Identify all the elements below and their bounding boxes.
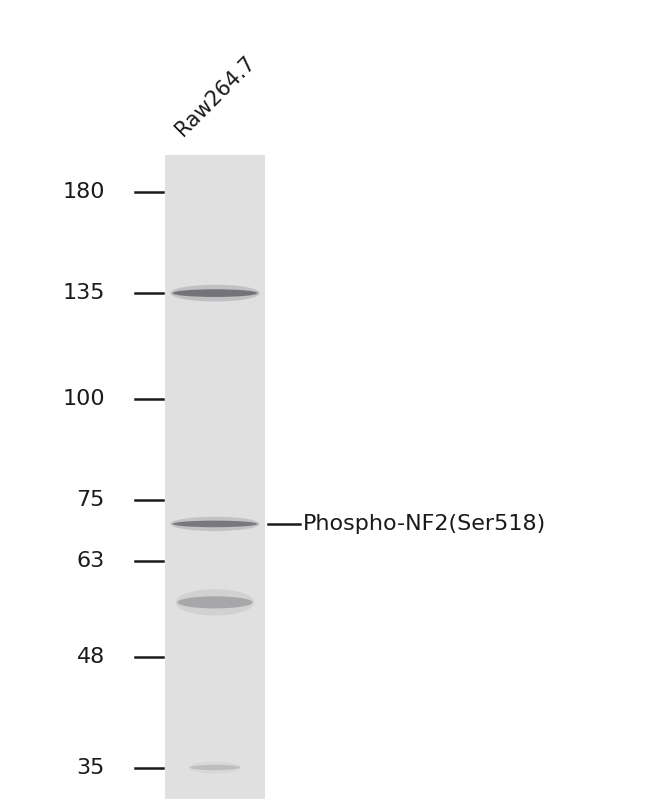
Ellipse shape — [176, 589, 254, 615]
Text: 135: 135 — [62, 283, 105, 303]
Ellipse shape — [172, 521, 257, 527]
Ellipse shape — [190, 765, 240, 770]
Text: Raw264.7: Raw264.7 — [172, 53, 259, 140]
Text: Phospho-NF2(Ser518): Phospho-NF2(Ser518) — [303, 514, 546, 534]
Text: 100: 100 — [62, 388, 105, 408]
Text: 48: 48 — [77, 646, 105, 666]
Ellipse shape — [177, 596, 252, 608]
Ellipse shape — [170, 284, 259, 301]
Text: 63: 63 — [77, 551, 105, 571]
Ellipse shape — [172, 289, 257, 297]
Text: 180: 180 — [62, 182, 105, 202]
Ellipse shape — [170, 517, 259, 531]
Text: 35: 35 — [77, 757, 105, 777]
Text: 75: 75 — [77, 490, 105, 510]
Bar — [165, 155, 265, 799]
Ellipse shape — [188, 761, 241, 773]
